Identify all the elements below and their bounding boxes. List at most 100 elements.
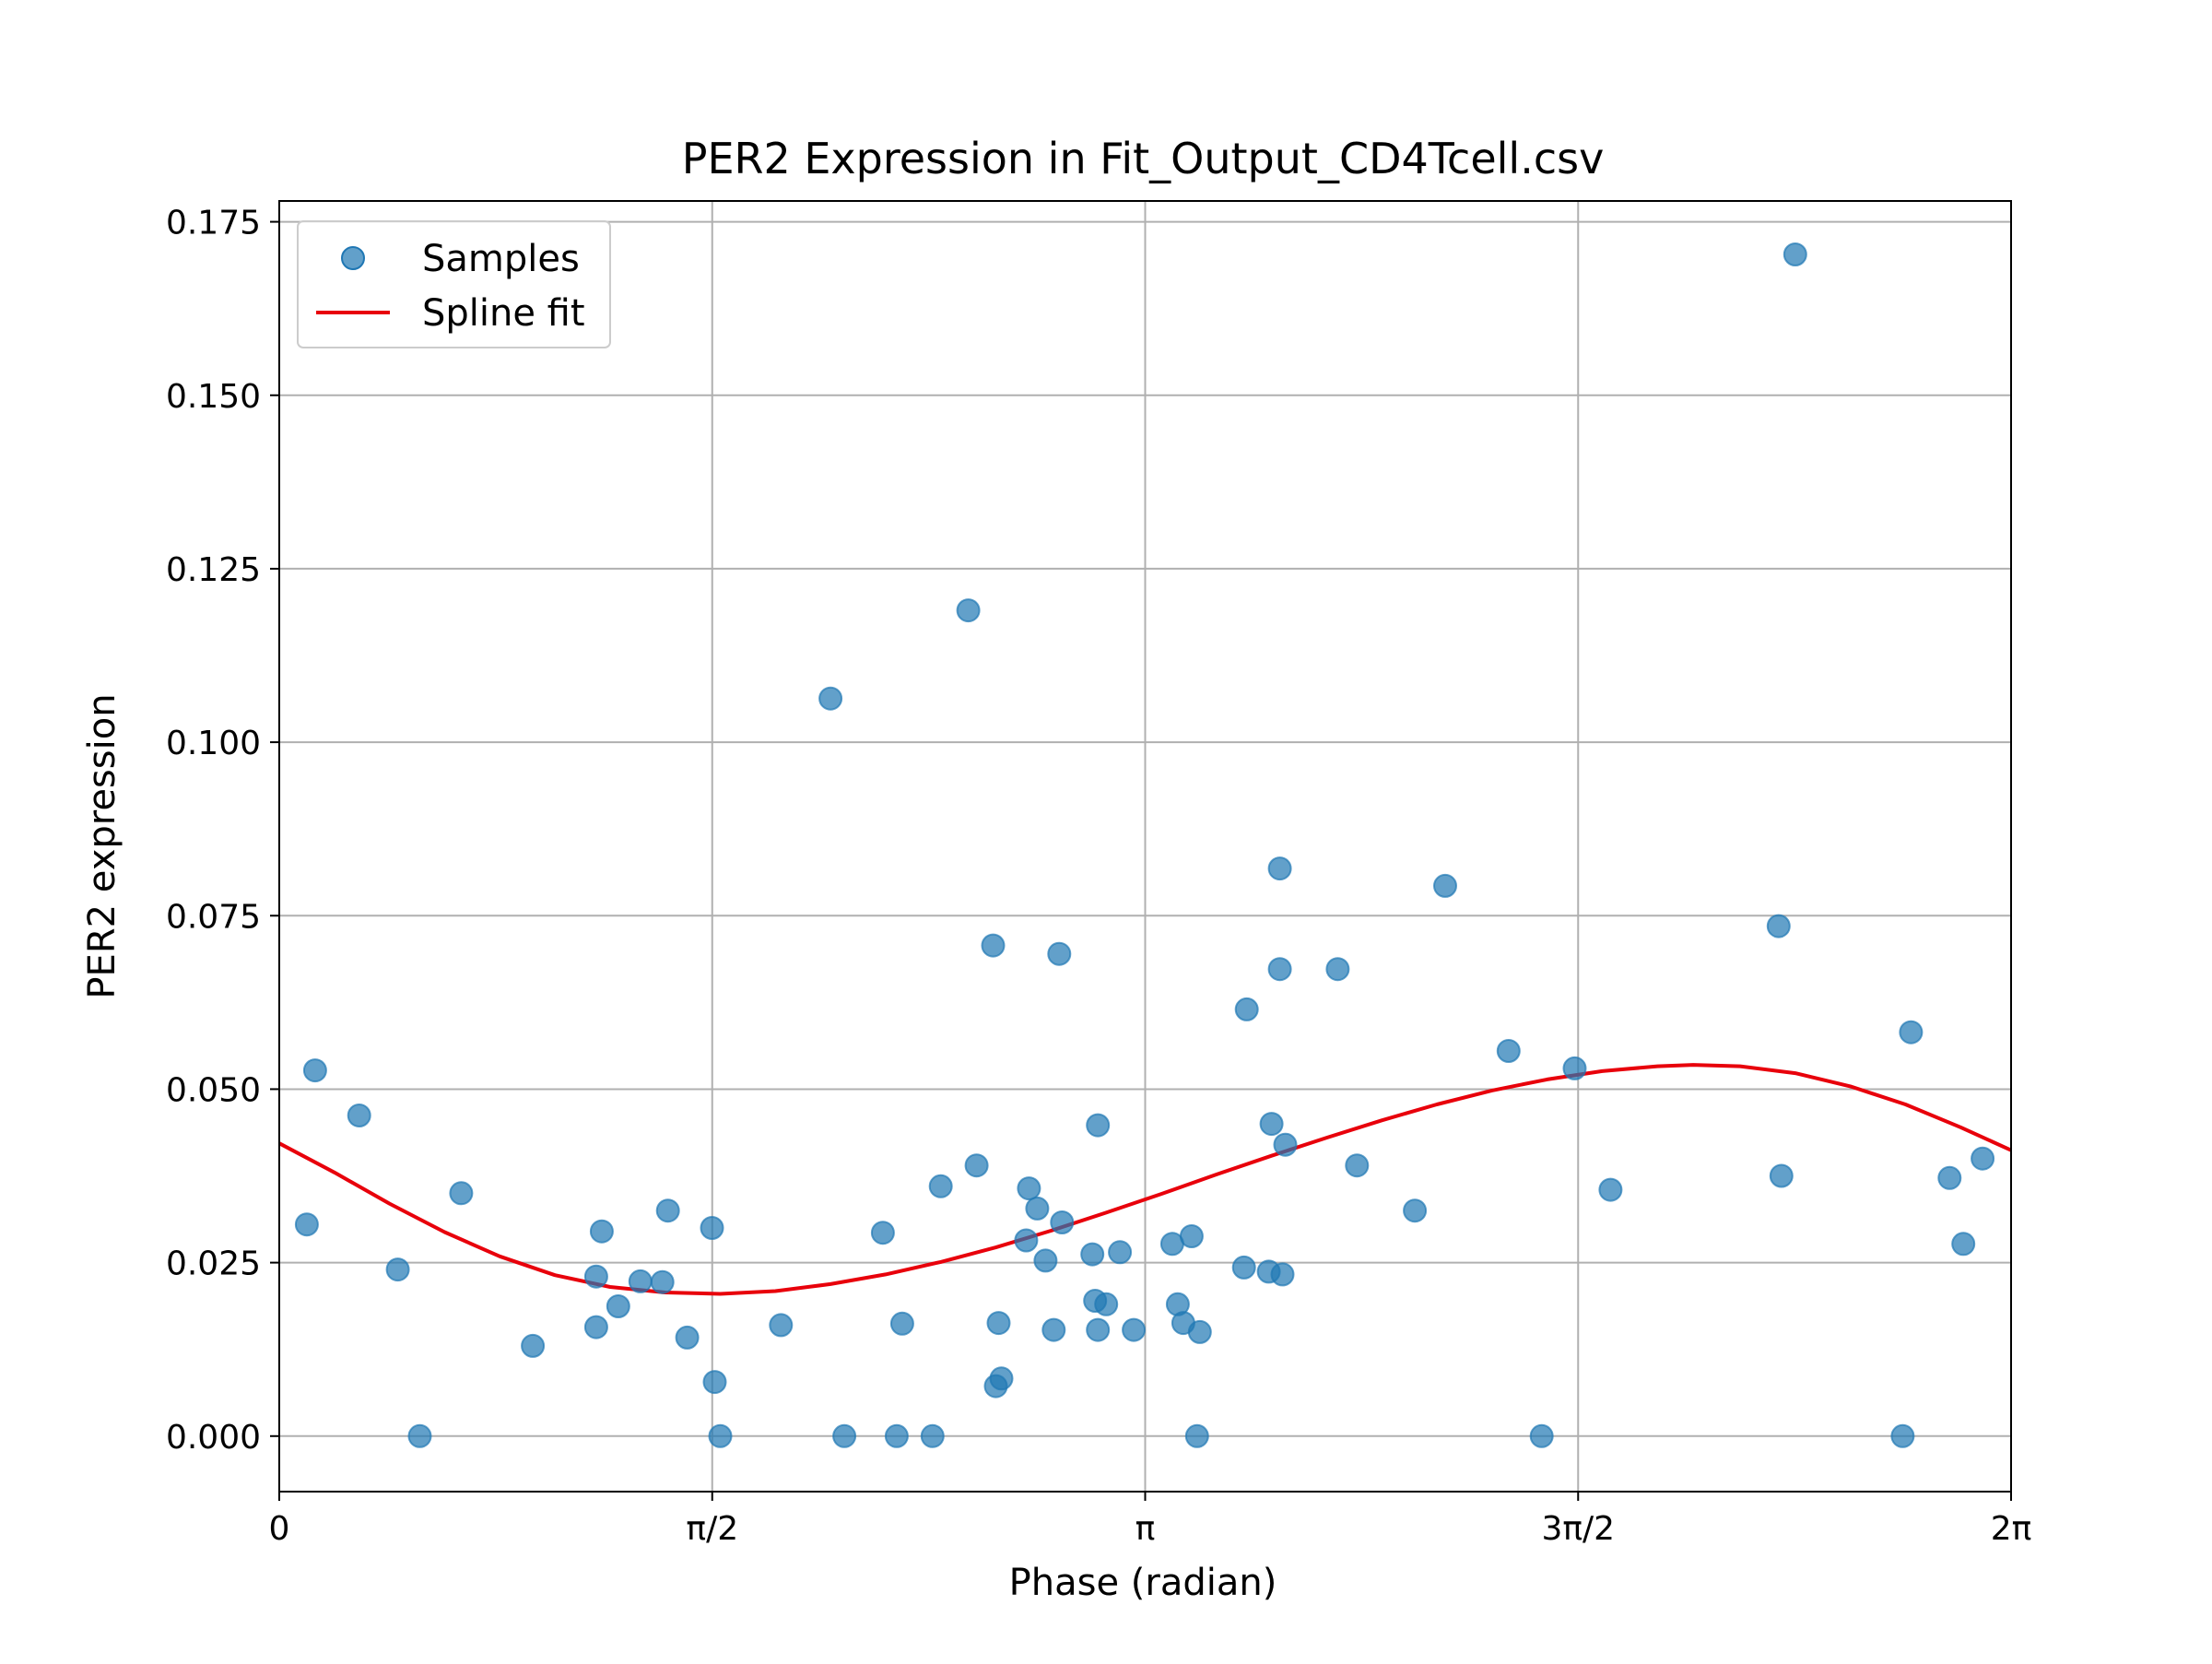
sample-point: [1937, 1165, 1962, 1190]
spline-fit-line: [279, 1063, 2011, 1296]
sample-point: [1025, 1196, 1050, 1221]
sample-point: [1014, 1228, 1039, 1253]
x-axis-label: Phase (radian): [1009, 1562, 1277, 1604]
sample-point: [1433, 873, 1457, 898]
x-axis-ticks: 0 π/2 π 3π/2 2π: [269, 1492, 2032, 1548]
grid-lines: [278, 201, 2012, 1492]
legend-box: [297, 220, 611, 348]
sample-point: [1047, 941, 1072, 966]
plot-data-area: [279, 242, 2011, 1448]
sample-point: [1562, 1056, 1587, 1080]
y-tick-label: 0.050: [166, 1071, 261, 1109]
sample-point: [347, 1103, 371, 1127]
spline-layer: [279, 1063, 2011, 1296]
sample-point: [1273, 1132, 1298, 1157]
sample-point: [1086, 1317, 1111, 1342]
sample-point: [650, 1269, 675, 1294]
sample-point: [708, 1423, 733, 1448]
sample-point: [989, 1366, 1014, 1391]
sample-point: [1951, 1232, 1976, 1257]
sample-point: [1766, 914, 1791, 938]
sample-point: [1033, 1248, 1058, 1273]
sample-point: [832, 1423, 857, 1448]
y-tick-label: 0.125: [166, 551, 261, 589]
sample-point: [521, 1333, 546, 1358]
sample-point: [407, 1423, 432, 1448]
x-tick-label: π/2: [686, 1510, 738, 1548]
legend-spline-label: Spline fit: [422, 292, 585, 335]
legend-samples-label: Samples: [422, 238, 580, 280]
sample-point: [1598, 1177, 1623, 1202]
y-axis-ticks: 0.000 0.025 0.050 0.075 0.100 0.125 0.150 0.175: [166, 205, 279, 1457]
sample-point: [920, 1423, 945, 1448]
chart-title: PER2 Expression in Fit_Output_CD4Tcell.c…: [682, 134, 1605, 183]
sample-point: [928, 1174, 953, 1198]
sample-point: [1184, 1423, 1209, 1448]
y-tick-label: 0.025: [166, 1245, 261, 1283]
x-tick-label: 3π/2: [1541, 1510, 1615, 1548]
sample-point: [1769, 1163, 1794, 1188]
sample-point: [606, 1294, 630, 1318]
legend: Samples Spline fit: [297, 220, 611, 348]
sample-point: [1345, 1153, 1370, 1178]
sample-point: [1122, 1317, 1147, 1342]
x-tick-label: 2π: [1991, 1510, 2032, 1548]
sample-point: [1783, 242, 1807, 266]
sample-point: [675, 1325, 700, 1350]
sample-point: [702, 1370, 727, 1395]
sample-point: [964, 1153, 989, 1178]
sample-point: [589, 1219, 614, 1244]
sample-point: [449, 1181, 474, 1206]
sample-point: [1231, 1255, 1256, 1280]
sample-point: [302, 1058, 327, 1083]
sample-point: [986, 1311, 1011, 1336]
sample-point: [1086, 1113, 1111, 1138]
sample-point: [583, 1315, 608, 1339]
x-tick-label: π: [1135, 1510, 1156, 1548]
y-tick-label: 0.100: [166, 725, 261, 762]
sample-point: [1899, 1020, 1924, 1044]
sample-point: [700, 1216, 724, 1240]
sample-point: [1041, 1317, 1066, 1342]
sample-point: [1267, 856, 1292, 881]
sample-point: [1259, 1112, 1284, 1137]
sample-point: [981, 933, 1006, 958]
sample-point: [769, 1313, 794, 1338]
y-tick-label: 0.000: [166, 1419, 261, 1457]
sample-point: [583, 1264, 608, 1289]
sample-point: [1179, 1224, 1204, 1248]
legend-samples-marker: [341, 246, 365, 270]
sample-points-layer: [294, 242, 1995, 1448]
sample-point: [1094, 1292, 1119, 1316]
sample-point: [1234, 997, 1259, 1021]
sample-point: [1108, 1240, 1133, 1265]
sample-point: [1496, 1039, 1521, 1063]
sample-point: [1971, 1146, 1995, 1171]
y-tick-label: 0.175: [166, 205, 261, 242]
sample-point: [1890, 1423, 1915, 1448]
sample-point: [1187, 1319, 1212, 1344]
y-tick-label: 0.075: [166, 898, 261, 936]
sample-point: [1325, 957, 1350, 982]
sample-point: [655, 1198, 680, 1223]
x-tick-label: 0: [269, 1510, 290, 1548]
sample-point: [889, 1311, 914, 1336]
sample-point: [1080, 1242, 1105, 1267]
sample-point: [870, 1221, 895, 1245]
sample-point: [1050, 1210, 1075, 1234]
y-tick-label: 0.150: [166, 378, 261, 416]
sample-point: [385, 1257, 410, 1282]
sample-point: [294, 1212, 319, 1237]
y-axis-label: PER2 expression: [81, 693, 124, 998]
sample-point: [1017, 1176, 1041, 1201]
sample-point: [1529, 1423, 1554, 1448]
sample-point: [1270, 1262, 1295, 1287]
sample-point: [884, 1423, 909, 1448]
sample-point: [1403, 1198, 1428, 1223]
sample-point: [1267, 957, 1292, 982]
sample-point: [628, 1269, 653, 1293]
sample-point: [818, 686, 843, 711]
sample-point: [956, 598, 981, 623]
